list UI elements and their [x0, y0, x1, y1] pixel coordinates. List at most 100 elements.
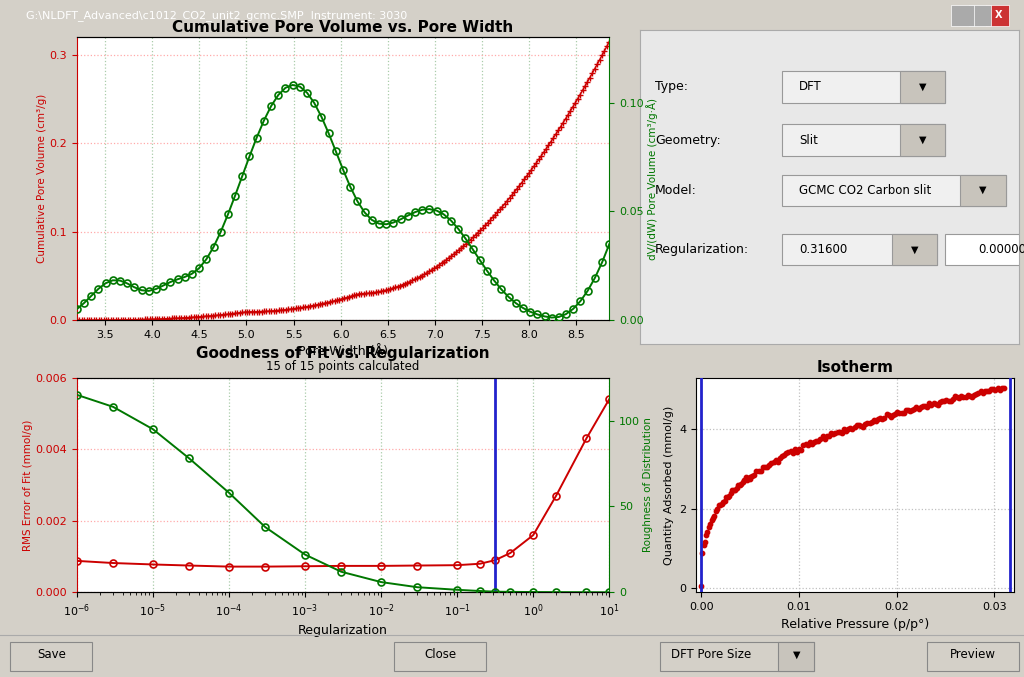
Point — [896, 408, 912, 418]
Text: Type:: Type: — [655, 81, 688, 93]
Text: Geometry:: Geometry: — [655, 133, 721, 147]
Point — [844, 423, 860, 434]
Point — [724, 484, 740, 495]
Point — [842, 422, 858, 433]
Point — [774, 450, 791, 461]
Text: Regularization:: Regularization: — [655, 243, 750, 257]
Point — [957, 391, 974, 402]
FancyBboxPatch shape — [945, 234, 1024, 265]
Point — [995, 382, 1012, 393]
Point — [693, 581, 710, 592]
Point — [715, 497, 731, 508]
Point — [741, 472, 758, 483]
Point — [711, 500, 727, 511]
X-axis label: Pore Width (Å): Pore Width (Å) — [298, 345, 388, 358]
Text: ▼: ▼ — [919, 135, 926, 145]
Point — [726, 484, 742, 495]
Point — [788, 446, 805, 457]
Point — [776, 450, 793, 460]
Point — [793, 444, 809, 455]
Point — [831, 427, 848, 437]
Point — [736, 475, 753, 485]
FancyBboxPatch shape — [782, 125, 945, 156]
Point — [924, 400, 940, 411]
FancyBboxPatch shape — [782, 175, 1006, 206]
Point — [959, 389, 976, 400]
Point — [798, 439, 814, 450]
Point — [753, 466, 769, 477]
Point — [823, 428, 840, 439]
Point — [737, 472, 754, 483]
Point — [879, 409, 895, 420]
Point — [770, 456, 786, 467]
FancyBboxPatch shape — [961, 175, 1006, 206]
Point — [821, 431, 838, 441]
Point — [938, 395, 954, 406]
Point — [936, 396, 952, 407]
Point — [922, 398, 938, 409]
Point — [767, 455, 783, 466]
Point — [973, 386, 989, 397]
Point — [970, 388, 986, 399]
Point — [912, 401, 929, 412]
Point — [947, 391, 964, 401]
Point — [851, 420, 867, 431]
Title: Isotherm: Isotherm — [816, 360, 894, 375]
Point — [723, 488, 739, 499]
Text: Save: Save — [37, 649, 66, 661]
X-axis label: Regularization: Regularization — [298, 624, 388, 637]
Point — [694, 548, 711, 559]
Point — [800, 439, 816, 450]
Point — [782, 445, 799, 456]
Point — [919, 401, 935, 412]
Point — [898, 405, 914, 416]
Point — [932, 397, 948, 408]
Point — [942, 395, 958, 406]
Point — [761, 459, 777, 470]
Point — [877, 412, 893, 423]
Point — [928, 399, 944, 410]
Point — [987, 385, 1004, 396]
Point — [717, 496, 733, 507]
FancyBboxPatch shape — [782, 71, 945, 102]
Point — [968, 388, 984, 399]
Y-axis label: RMS Error of Fit (mmol/g): RMS Error of Fit (mmol/g) — [23, 419, 33, 550]
Point — [867, 415, 884, 426]
Point — [883, 412, 899, 422]
Point — [812, 433, 828, 444]
Point — [746, 469, 763, 480]
FancyBboxPatch shape — [899, 71, 945, 102]
Point — [838, 426, 854, 437]
X-axis label: Relative Pressure (p/p°): Relative Pressure (p/p°) — [781, 617, 929, 631]
Point — [953, 391, 970, 402]
Y-axis label: Cumulative Pore Volume (cm³/g): Cumulative Pore Volume (cm³/g) — [37, 94, 46, 263]
Point — [707, 510, 723, 521]
Point — [713, 500, 729, 510]
Point — [861, 417, 878, 428]
Point — [981, 386, 997, 397]
Point — [985, 384, 1001, 395]
Point — [934, 396, 950, 407]
Text: GCMC CO2 Carbon slit: GCMC CO2 Carbon slit — [799, 183, 932, 197]
Point — [827, 427, 844, 438]
Point — [902, 406, 919, 416]
Title: Goodness of Fit vs. Regularization: Goodness of Fit vs. Regularization — [197, 346, 489, 362]
FancyBboxPatch shape — [899, 125, 945, 156]
Point — [740, 473, 757, 483]
Point — [944, 394, 961, 405]
Point — [731, 479, 748, 490]
Point — [979, 385, 995, 396]
FancyBboxPatch shape — [10, 642, 92, 671]
Point — [906, 404, 923, 415]
Text: Close: Close — [424, 649, 457, 661]
Point — [802, 436, 818, 447]
Text: G:\NLDFT_Advanced\c1012_CO2_unit2_gcmc.SMP  Instrument: 3030: G:\NLDFT_Advanced\c1012_CO2_unit2_gcmc.S… — [26, 9, 407, 21]
Point — [955, 392, 972, 403]
FancyBboxPatch shape — [892, 234, 937, 265]
Point — [989, 383, 1006, 393]
Point — [720, 492, 736, 503]
Point — [696, 536, 713, 547]
Point — [818, 431, 835, 441]
FancyBboxPatch shape — [927, 642, 1019, 671]
Point — [708, 506, 724, 517]
